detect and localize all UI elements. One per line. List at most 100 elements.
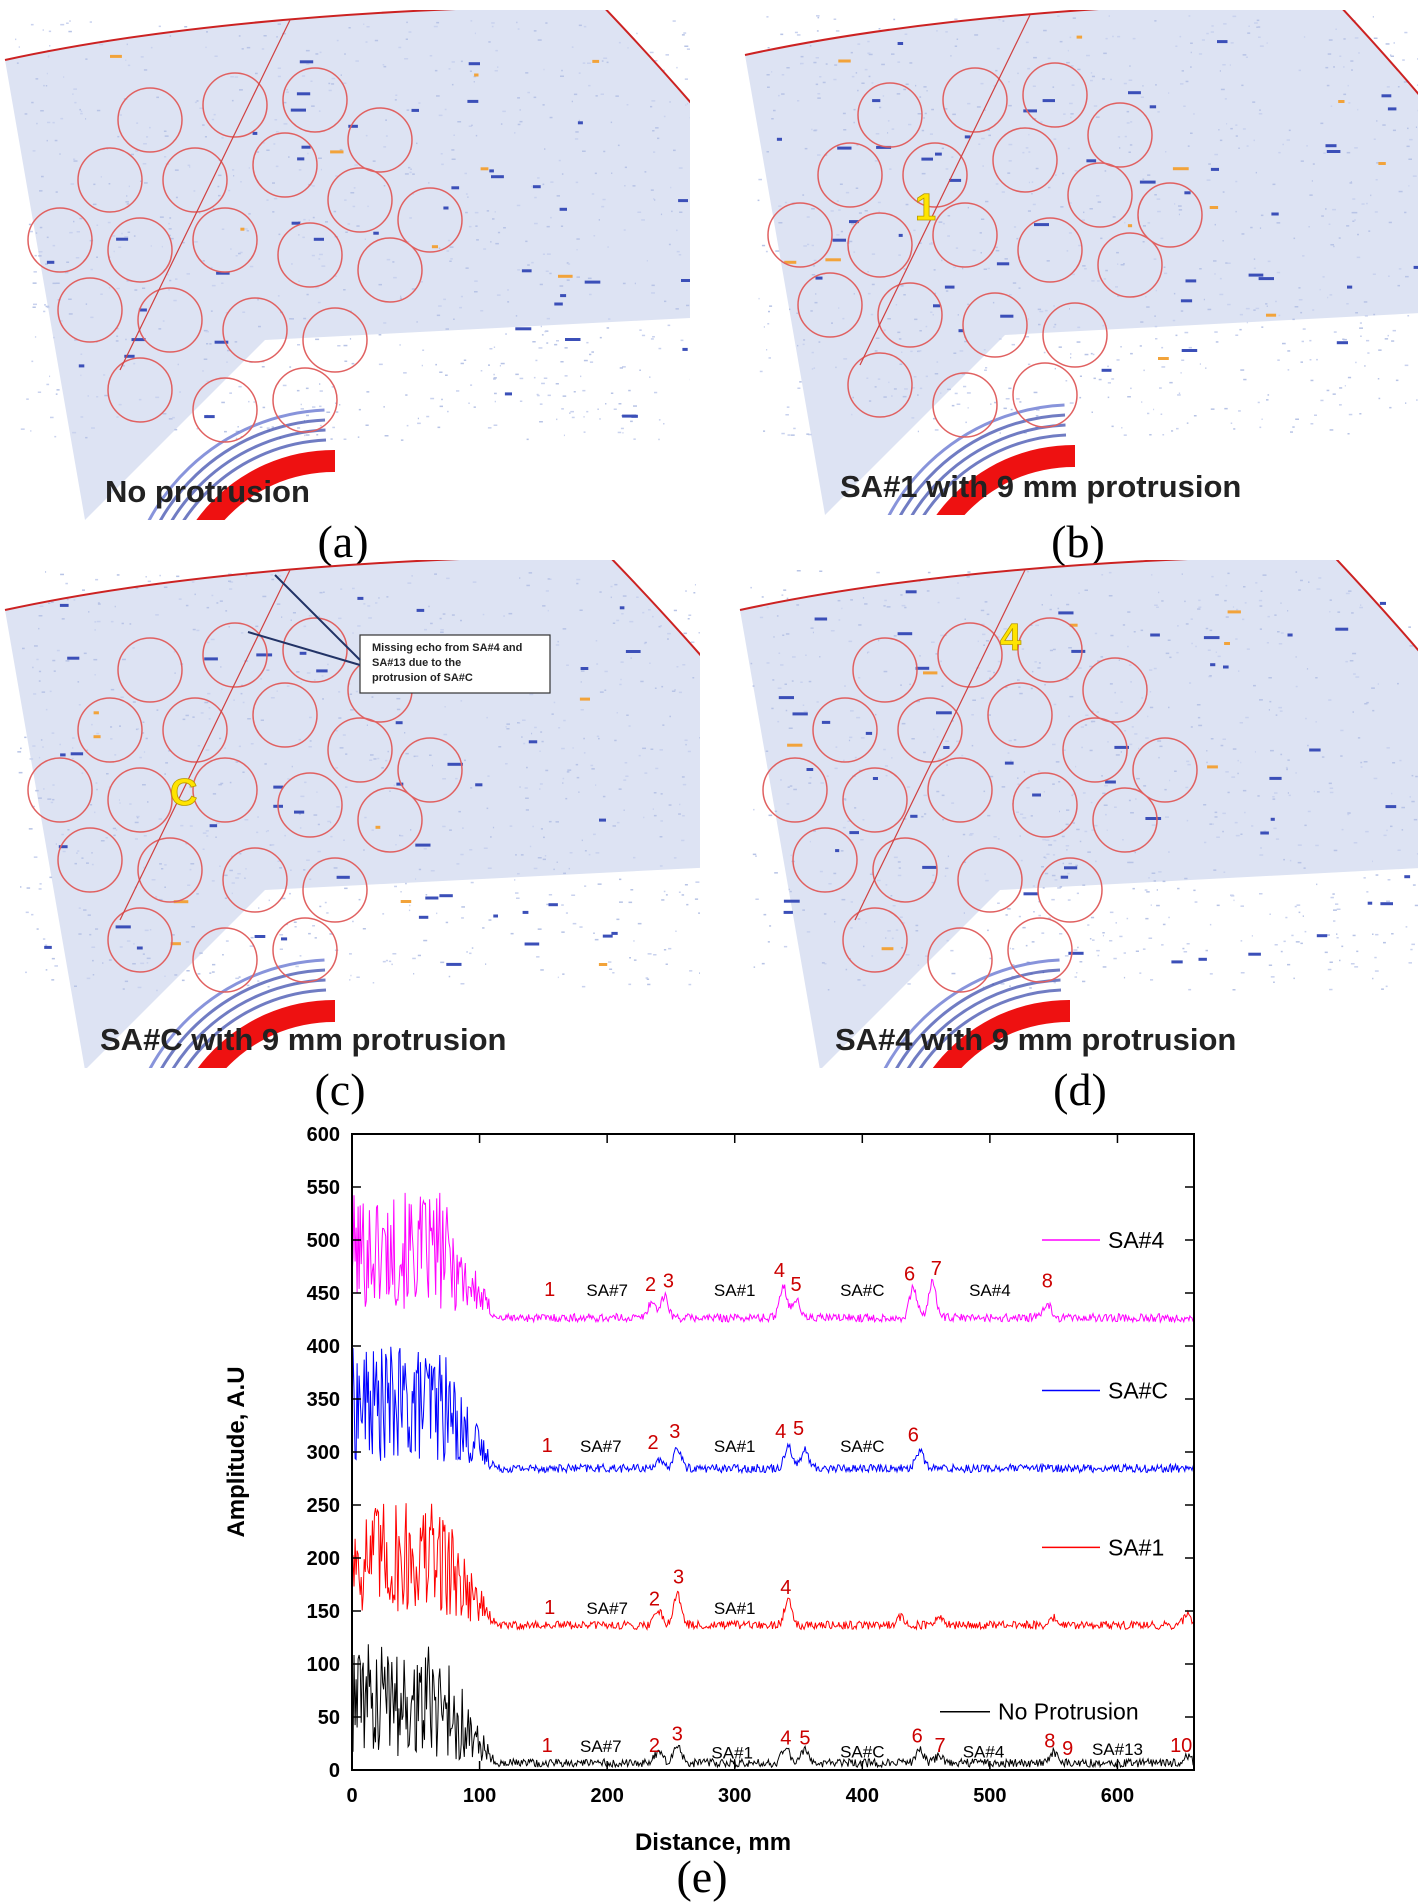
scan-speckle [681, 840, 684, 842]
scan-speckle [550, 579, 552, 581]
scan-speckle [133, 701, 136, 703]
scan-speckle [1135, 852, 1136, 854]
scan-speckle [201, 712, 204, 714]
scan-speckle [841, 231, 843, 233]
scan-speckle [516, 22, 517, 24]
scan-speckle [1348, 102, 1350, 104]
scan-speckle [900, 684, 902, 686]
scan-speckle [1225, 262, 1227, 264]
peak-label: 6 [904, 1263, 915, 1285]
scan-speckle [320, 52, 322, 54]
scan-speckle [1233, 428, 1235, 430]
scan-speckle [541, 828, 543, 830]
scan-speckle [967, 103, 970, 105]
echo-streak [337, 876, 350, 879]
scan-speckle [1095, 633, 1097, 635]
scan-speckle [1357, 234, 1359, 236]
scan-speckle [213, 793, 216, 795]
scan-speckle [1009, 144, 1013, 146]
scan-speckle [1209, 823, 1212, 825]
scan-speckle [1354, 966, 1358, 968]
scan-speckle [222, 229, 225, 231]
scan-speckle [918, 113, 922, 115]
scan-speckle [474, 291, 478, 293]
scan-speckle [1259, 893, 1263, 895]
scan-speckle [661, 899, 664, 901]
panel-label: SA#1 with 9 mm protrusion [840, 469, 1241, 504]
scan-speckle [1093, 354, 1095, 356]
scan-speckle [298, 281, 299, 283]
scan-speckle [261, 720, 264, 722]
scan-speckle [572, 417, 575, 419]
scan-speckle [953, 267, 956, 269]
scan-speckle [1238, 148, 1240, 150]
scan-speckle [613, 623, 615, 625]
echo-streak [1043, 99, 1055, 102]
scan-speckle [647, 984, 650, 986]
scan-speckle [1037, 667, 1040, 669]
scan-speckle [1339, 387, 1342, 389]
scan-speckle [819, 571, 822, 573]
scan-speckle [506, 726, 507, 728]
scan-speckle [1404, 212, 1406, 214]
scan-speckle [326, 412, 330, 414]
scan-speckle [529, 694, 533, 696]
scan-speckle [521, 736, 522, 738]
scan-speckle [1042, 604, 1043, 606]
scan-speckle [674, 689, 675, 691]
scan-speckle [580, 610, 583, 612]
scan-speckle [1096, 195, 1099, 197]
scan-speckle [883, 605, 885, 607]
scan-speckle [239, 746, 241, 748]
scan-speckle [1130, 681, 1132, 683]
scan-speckle [1009, 985, 1011, 987]
scan-speckle [851, 52, 853, 54]
scan-speckle [1115, 712, 1118, 714]
scan-speckle [405, 394, 407, 396]
scan-speckle [1028, 318, 1029, 320]
scan-speckle [229, 392, 232, 394]
scan-speckle [577, 249, 578, 251]
scan-speckle [596, 95, 598, 97]
scan-speckle [1334, 850, 1338, 852]
scan-speckle [48, 603, 50, 605]
scan-speckle [1097, 711, 1099, 713]
y-tick-label: 150 [307, 1601, 340, 1623]
scan-speckle [39, 615, 43, 617]
scan-speckle [525, 72, 528, 74]
echo-streak [256, 653, 272, 656]
scan-speckle [138, 987, 142, 989]
scan-speckle [1372, 934, 1374, 936]
scan-speckle [911, 738, 914, 740]
scan-speckle [1221, 89, 1225, 91]
scan-speckle [521, 854, 524, 856]
scan-speckle [1257, 20, 1260, 22]
scan-speckle [653, 151, 655, 153]
scan-speckle [224, 431, 227, 433]
scan-speckle [560, 361, 563, 363]
scan-speckle [1027, 571, 1028, 573]
legend-label: SA#4 [1108, 1227, 1164, 1253]
scan-speckle [1305, 718, 1307, 720]
scan-speckle [436, 95, 440, 97]
scan-speckle [1261, 591, 1263, 593]
scan-speckle [1315, 677, 1317, 679]
scan-speckle [695, 898, 698, 900]
scan-speckle [611, 173, 612, 175]
scan-speckle [516, 315, 517, 317]
scan-speckle [928, 572, 931, 574]
scan-speckle [198, 973, 201, 975]
scan-speckle [249, 167, 250, 169]
scan-speckle [579, 72, 581, 74]
scan-speckle [63, 851, 66, 853]
scan-speckle [232, 893, 233, 895]
scan-speckle [996, 250, 1000, 252]
scan-speckle [1010, 760, 1012, 762]
scan-speckle [534, 377, 536, 379]
echo-streak [1382, 94, 1392, 97]
scan-speckle [366, 425, 369, 427]
scan-speckle [549, 894, 552, 896]
scan-speckle [129, 186, 130, 188]
scan-speckle [343, 840, 345, 842]
scan-speckle [1107, 741, 1108, 743]
